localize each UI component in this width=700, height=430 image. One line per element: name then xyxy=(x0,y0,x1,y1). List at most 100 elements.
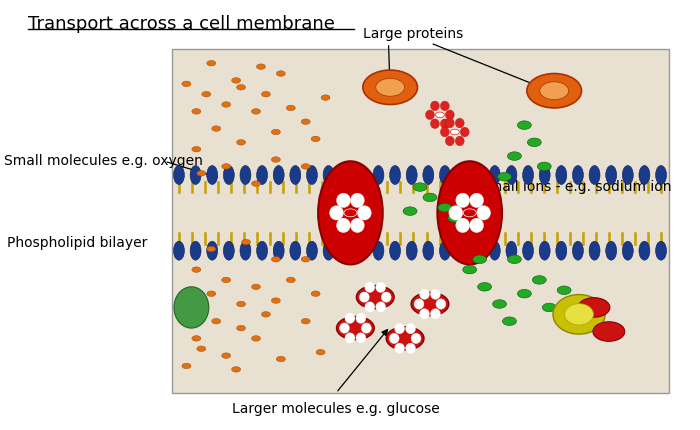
Ellipse shape xyxy=(358,206,371,220)
Circle shape xyxy=(448,214,462,222)
Circle shape xyxy=(286,105,295,111)
Circle shape xyxy=(192,109,201,114)
Ellipse shape xyxy=(565,304,594,325)
Ellipse shape xyxy=(356,313,366,323)
Ellipse shape xyxy=(445,118,454,128)
Ellipse shape xyxy=(365,282,374,292)
Circle shape xyxy=(527,138,541,147)
Ellipse shape xyxy=(440,241,450,260)
Circle shape xyxy=(532,276,546,284)
Circle shape xyxy=(344,209,357,217)
Ellipse shape xyxy=(430,289,440,299)
Circle shape xyxy=(192,336,201,341)
Circle shape xyxy=(450,129,459,135)
Text: Phospholipid bilayer: Phospholipid bilayer xyxy=(7,236,148,250)
Ellipse shape xyxy=(330,206,344,220)
Ellipse shape xyxy=(356,333,366,343)
Ellipse shape xyxy=(489,166,500,184)
Circle shape xyxy=(301,257,310,262)
Circle shape xyxy=(272,157,280,162)
Circle shape xyxy=(557,286,571,295)
Circle shape xyxy=(222,353,230,358)
Ellipse shape xyxy=(423,241,434,260)
Circle shape xyxy=(222,277,230,283)
Ellipse shape xyxy=(461,127,469,137)
Ellipse shape xyxy=(656,166,666,184)
Circle shape xyxy=(578,298,610,317)
Circle shape xyxy=(272,298,280,303)
Ellipse shape xyxy=(340,241,351,260)
Circle shape xyxy=(222,102,230,107)
Circle shape xyxy=(356,286,394,309)
Ellipse shape xyxy=(589,166,600,184)
Circle shape xyxy=(301,319,310,324)
Ellipse shape xyxy=(539,241,550,260)
Circle shape xyxy=(232,367,241,372)
Ellipse shape xyxy=(395,343,405,353)
Circle shape xyxy=(262,92,270,97)
Circle shape xyxy=(386,327,424,350)
Ellipse shape xyxy=(290,166,301,184)
Ellipse shape xyxy=(477,206,491,220)
Circle shape xyxy=(301,164,310,169)
Circle shape xyxy=(251,336,260,341)
Text: Small ions - e.g. sodium ion: Small ions - e.g. sodium ion xyxy=(480,180,671,194)
Ellipse shape xyxy=(351,218,364,233)
Circle shape xyxy=(463,209,476,217)
Circle shape xyxy=(517,121,531,129)
Ellipse shape xyxy=(257,166,267,184)
Circle shape xyxy=(182,363,191,369)
Ellipse shape xyxy=(206,166,218,184)
Ellipse shape xyxy=(639,241,650,260)
Circle shape xyxy=(197,346,206,351)
Ellipse shape xyxy=(455,118,464,128)
Ellipse shape xyxy=(573,241,583,260)
Ellipse shape xyxy=(190,166,201,184)
Circle shape xyxy=(403,207,417,215)
Circle shape xyxy=(435,112,444,117)
Ellipse shape xyxy=(440,101,449,111)
Ellipse shape xyxy=(426,110,435,120)
Ellipse shape xyxy=(523,241,533,260)
Ellipse shape xyxy=(489,241,500,260)
Circle shape xyxy=(237,326,246,331)
Circle shape xyxy=(517,289,531,298)
Circle shape xyxy=(503,317,517,326)
Ellipse shape xyxy=(527,74,582,108)
Ellipse shape xyxy=(445,136,454,146)
Ellipse shape xyxy=(506,241,517,260)
Circle shape xyxy=(473,255,486,264)
Circle shape xyxy=(316,350,325,355)
Circle shape xyxy=(251,109,260,114)
Circle shape xyxy=(493,300,507,308)
Ellipse shape xyxy=(390,241,400,260)
Text: Larger molecules e.g. glucose: Larger molecules e.g. glucose xyxy=(232,402,440,416)
Circle shape xyxy=(256,64,265,69)
Ellipse shape xyxy=(257,241,267,260)
Ellipse shape xyxy=(622,241,634,260)
Circle shape xyxy=(262,312,270,317)
Circle shape xyxy=(202,92,211,97)
Text: Transport across a cell membrane: Transport across a cell membrane xyxy=(28,15,335,33)
Circle shape xyxy=(212,319,220,324)
Ellipse shape xyxy=(430,119,440,129)
Circle shape xyxy=(237,85,246,90)
Ellipse shape xyxy=(376,302,386,312)
Ellipse shape xyxy=(395,323,405,334)
Circle shape xyxy=(206,61,216,66)
Ellipse shape xyxy=(340,166,351,184)
Ellipse shape xyxy=(356,166,368,184)
Ellipse shape xyxy=(414,299,424,309)
Ellipse shape xyxy=(345,313,355,323)
Circle shape xyxy=(337,316,374,340)
Ellipse shape xyxy=(359,292,370,302)
Ellipse shape xyxy=(307,241,317,260)
Text: Small molecules e.g. oxygen: Small molecules e.g. oxygen xyxy=(4,154,202,168)
Ellipse shape xyxy=(382,292,391,302)
Circle shape xyxy=(272,257,280,262)
Ellipse shape xyxy=(376,282,386,292)
Ellipse shape xyxy=(523,166,533,184)
Ellipse shape xyxy=(656,241,666,260)
Circle shape xyxy=(508,152,522,160)
Ellipse shape xyxy=(340,323,349,333)
